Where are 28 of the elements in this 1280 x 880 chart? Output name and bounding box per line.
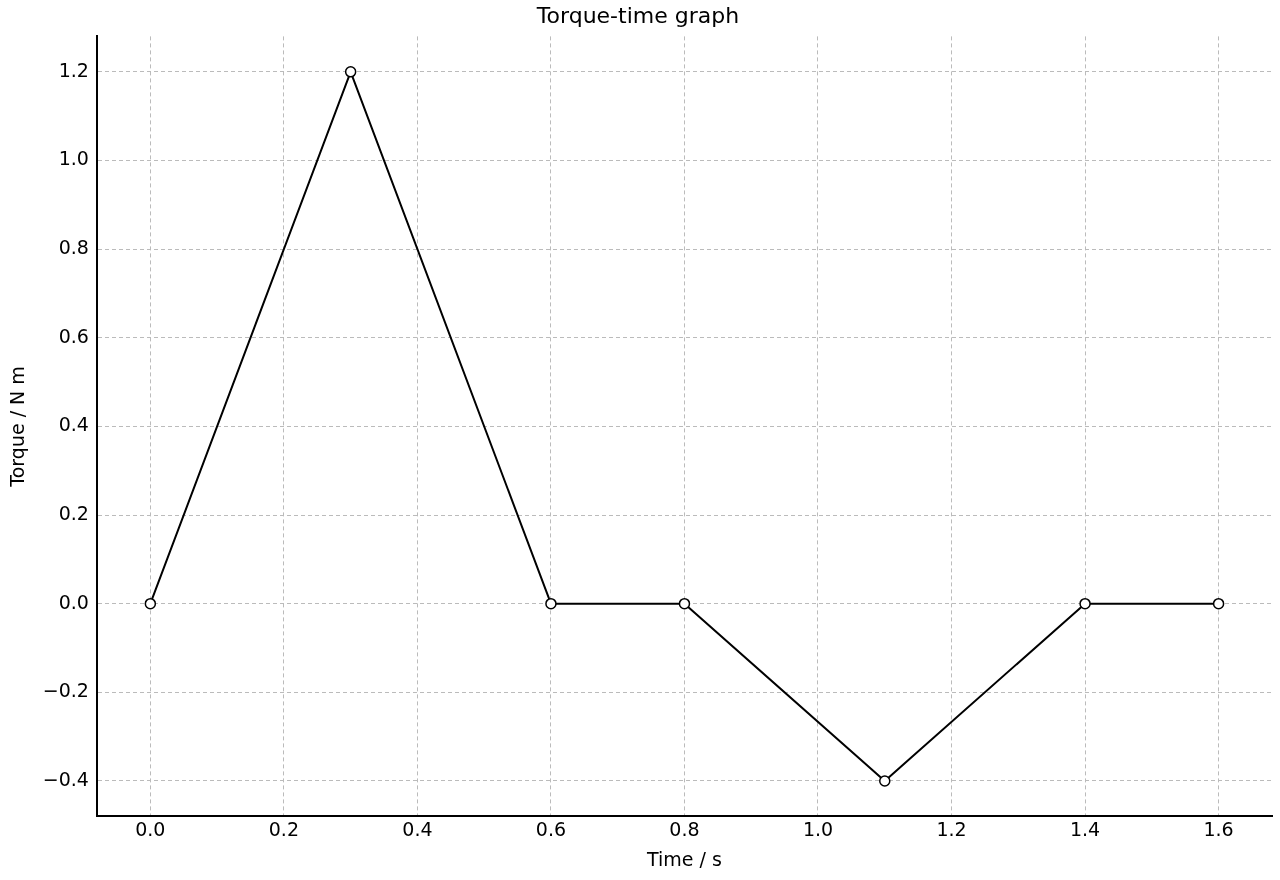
x-tick-label: 1.2 bbox=[936, 817, 967, 840]
point bbox=[344, 66, 357, 78]
x-tick-label: 1.6 bbox=[1203, 817, 1234, 840]
y-tick-label: 1.2 bbox=[58, 58, 89, 81]
y-tick-label: 0.6 bbox=[58, 324, 89, 347]
y-tick-label: 0.0 bbox=[58, 590, 89, 613]
x-tick-label: 1.4 bbox=[1069, 817, 1101, 840]
x-tick-label: 0.6 bbox=[535, 817, 567, 840]
x-tick-label: 0.4 bbox=[402, 817, 433, 840]
y-tick-label: −0.2 bbox=[42, 679, 89, 702]
y-tick-label: −0.4 bbox=[42, 767, 89, 790]
y-axis-title: Torque / N m bbox=[6, 366, 29, 488]
x-axis-title: Time / s bbox=[646, 847, 722, 870]
point bbox=[1212, 597, 1225, 610]
point bbox=[678, 597, 691, 610]
y-tick-label: 1.0 bbox=[58, 147, 89, 170]
x-tick-label: 0.2 bbox=[268, 817, 299, 840]
chart-title: Torque-time graph bbox=[535, 2, 740, 28]
point bbox=[144, 597, 157, 610]
point bbox=[1079, 597, 1091, 610]
point bbox=[545, 597, 557, 610]
y-tick-label: 0.8 bbox=[58, 236, 89, 259]
x-tick-label: 0.8 bbox=[669, 817, 700, 840]
point bbox=[879, 775, 891, 787]
y-tick-label: 0.4 bbox=[58, 413, 89, 436]
y-tick-label: 0.2 bbox=[58, 501, 89, 524]
x-tick-label: 1.0 bbox=[802, 817, 834, 840]
x-tick-label: 0.0 bbox=[135, 817, 166, 840]
